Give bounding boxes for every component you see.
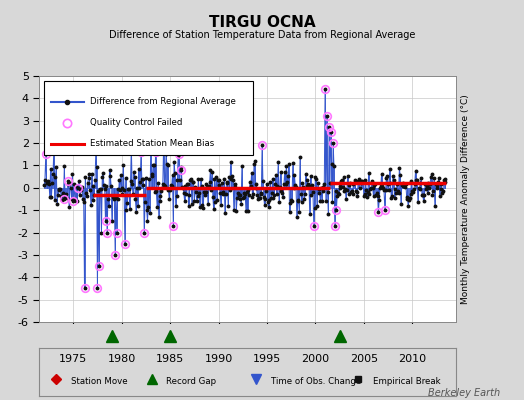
Text: Station Move: Station Move: [71, 377, 127, 386]
Text: 2000: 2000: [301, 354, 330, 364]
Bar: [45, 81, 253, 155]
Text: 1985: 1985: [156, 354, 184, 364]
Text: 2005: 2005: [350, 354, 378, 364]
Text: 1980: 1980: [107, 354, 136, 364]
Text: Estimated Station Mean Bias: Estimated Station Mean Bias: [90, 139, 214, 148]
Text: 1975: 1975: [59, 354, 88, 364]
Text: 1990: 1990: [204, 354, 233, 364]
Text: Difference of Station Temperature Data from Regional Average: Difference of Station Temperature Data f…: [109, 30, 415, 40]
Text: TIRGU OCNA: TIRGU OCNA: [209, 15, 315, 30]
Y-axis label: Monthly Temperature Anomaly Difference (°C): Monthly Temperature Anomaly Difference (…: [462, 94, 471, 304]
Text: Berkeley Earth: Berkeley Earth: [428, 388, 500, 398]
Text: 2010: 2010: [398, 354, 427, 364]
Text: Difference from Regional Average: Difference from Regional Average: [90, 97, 236, 106]
Text: Empirical Break: Empirical Break: [373, 377, 440, 386]
Text: Time of Obs. Change: Time of Obs. Change: [270, 377, 361, 386]
Text: 1995: 1995: [253, 354, 281, 364]
Text: Record Gap: Record Gap: [166, 377, 216, 386]
Text: Quality Control Failed: Quality Control Failed: [90, 118, 182, 127]
